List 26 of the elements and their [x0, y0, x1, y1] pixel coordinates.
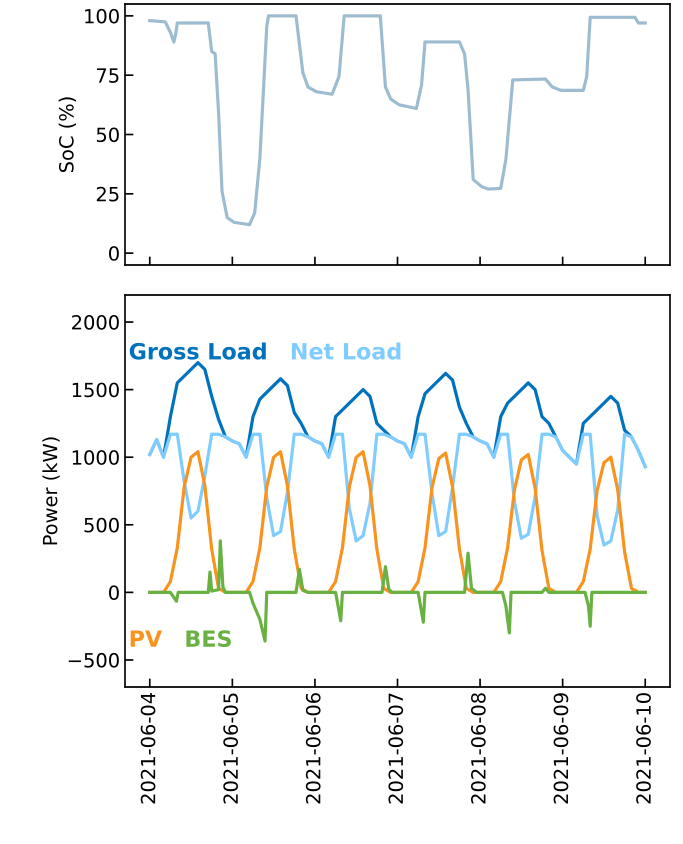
y-tick-label: 75 — [96, 68, 118, 83]
y-tick-label: 0 — [109, 246, 119, 261]
x-tick-label: 2021-06-07 — [388, 694, 404, 804]
y-tick-label: 1000 — [72, 450, 119, 465]
y-tick-label: 100 — [85, 8, 119, 24]
series-label: BES — [186, 630, 231, 648]
series-label: Gross Load — [130, 342, 266, 360]
y-tick-label: 50 — [96, 127, 119, 142]
line-series — [148, 14, 647, 226]
y-axis-title: SoC (%) — [58, 97, 76, 172]
text: Net Load — [292, 342, 400, 360]
x-tick-label: 2021-06-08 — [471, 693, 486, 804]
line-series — [148, 432, 647, 547]
y-tick-label: 0 — [109, 585, 119, 600]
x-tick-label: 2021-06-04 — [140, 692, 156, 804]
x-tick-label: 2021-06-05 — [223, 694, 238, 804]
x-tick-label: 2021-06-06 — [306, 693, 321, 804]
y-tick-label: 25 — [96, 186, 118, 202]
y-axis-title: Power (kW) — [42, 437, 60, 544]
y-tick-label: 2000 — [72, 314, 119, 330]
x-tick-label: 2021-06-09 — [554, 693, 568, 804]
x-tick-label: 2021-06-10 — [636, 693, 651, 804]
series-label: PV — [130, 630, 162, 647]
y-tick-label: 500 — [84, 518, 119, 532]
y-tick-label: −500 — [68, 652, 119, 668]
y-tick-label: 1500 — [72, 382, 119, 398]
